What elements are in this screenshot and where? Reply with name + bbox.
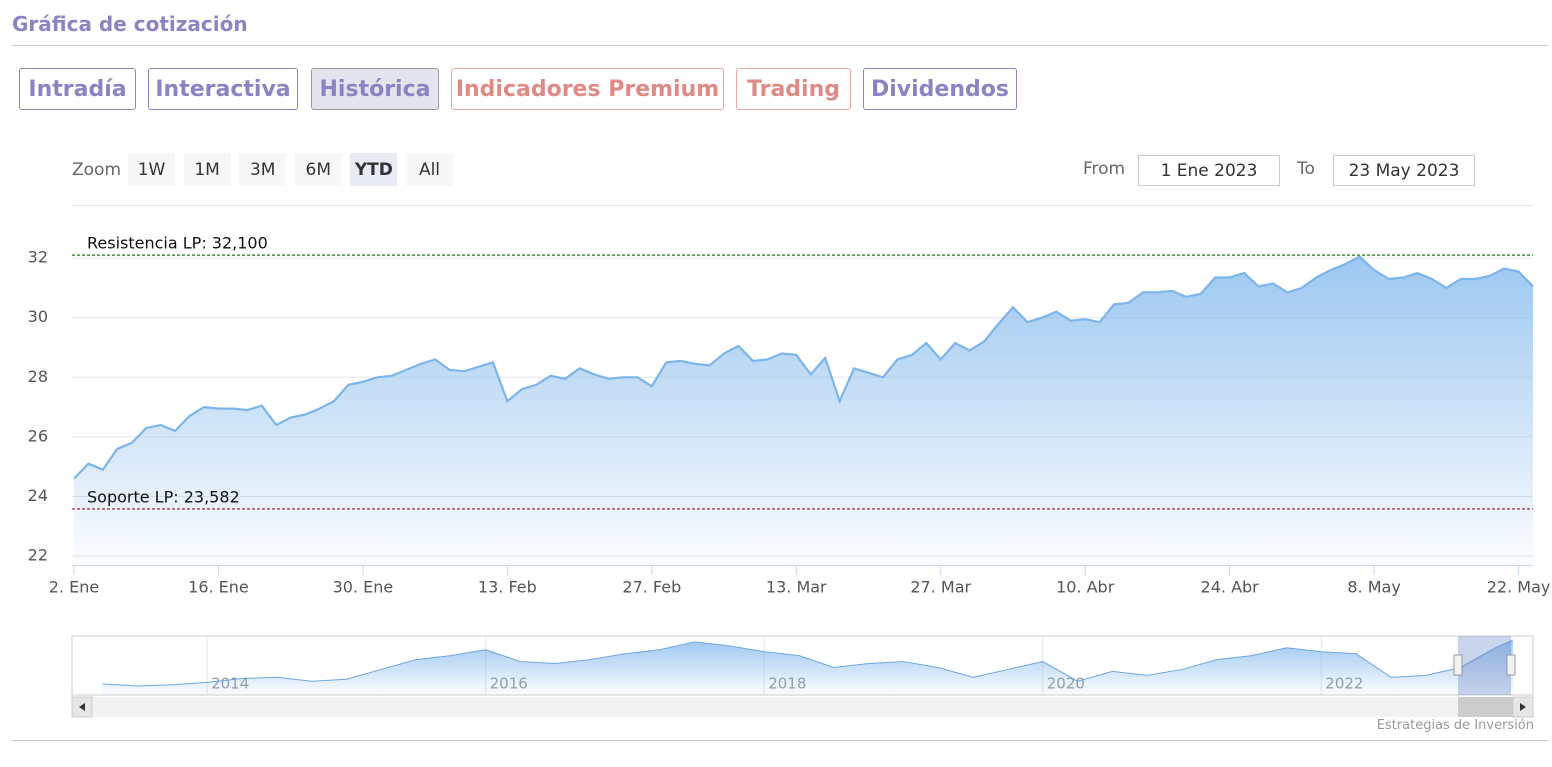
tab[interactable]: Dividendos — [863, 68, 1017, 110]
arrow-left — [79, 703, 85, 711]
zoom-button[interactable]: 6M — [294, 153, 342, 186]
arrow-right — [1520, 703, 1526, 711]
x-tick-label: 30. Ene — [333, 578, 394, 597]
from-label: From — [1083, 159, 1126, 179]
price-line — [73, 255, 1534, 480]
area-fill — [74, 256, 1533, 565]
page-title: Gráfica de cotización — [12, 12, 248, 36]
x-tick-label: 22. May — [1487, 578, 1551, 597]
zoom-button[interactable]: 1W — [128, 153, 175, 186]
y-tick-label: 30 — [28, 307, 48, 326]
x-tick-label: 27. Feb — [622, 578, 681, 597]
tab[interactable]: Indicadores Premium — [451, 68, 724, 110]
x-tick-label: 10. Abr — [1056, 578, 1115, 597]
y-tick-label: 22 — [28, 546, 48, 565]
from-input[interactable]: 1 Ene 2023 — [1138, 155, 1280, 186]
y-tick-label: 28 — [28, 367, 48, 386]
navigator-handle[interactable] — [1453, 654, 1463, 676]
navigator-handle[interactable] — [1506, 654, 1516, 676]
x-tick-label: 8. May — [1347, 578, 1400, 597]
x-tick-label: 24. Abr — [1201, 578, 1260, 597]
to-label: To — [1297, 159, 1315, 179]
tab[interactable]: Histórica — [311, 68, 439, 110]
zoom-button[interactable]: 3M — [239, 153, 287, 186]
tab[interactable]: Intradía — [19, 68, 136, 110]
plot-line-label: Resistencia LP: 32,100 — [87, 234, 268, 253]
credit: Estrategias de Inversión — [1376, 718, 1534, 733]
x-tick-label: 16. Ene — [188, 578, 249, 597]
tab[interactable]: Interactiva — [148, 68, 298, 110]
zoom-button[interactable]: All — [406, 153, 453, 186]
zoom-label: Zoom — [72, 160, 122, 180]
plot-line-label: Soporte LP: 23,582 — [87, 487, 240, 506]
x-tick-label: 27. Mar — [910, 578, 971, 597]
navigator-line — [102, 639, 1514, 687]
x-tick-label: 13. Mar — [766, 578, 827, 597]
y-tick-label: 24 — [28, 486, 48, 505]
tab[interactable]: Trading — [736, 68, 851, 110]
scrollbar-thumb[interactable] — [1458, 697, 1513, 717]
scrollbar-track — [72, 697, 1533, 717]
y-tick-label: 32 — [28, 248, 48, 267]
zoom-button[interactable]: 1M — [183, 153, 231, 186]
to-input[interactable]: 23 May 2023 — [1333, 155, 1475, 186]
navigator-selection[interactable] — [1458, 636, 1511, 695]
y-tick-label: 26 — [28, 426, 48, 445]
x-tick-label: 2. Ene — [49, 578, 99, 597]
x-tick-label: 13. Feb — [478, 578, 537, 597]
navigator-area — [102, 639, 1513, 695]
zoom-button[interactable]: YTD — [350, 153, 398, 186]
